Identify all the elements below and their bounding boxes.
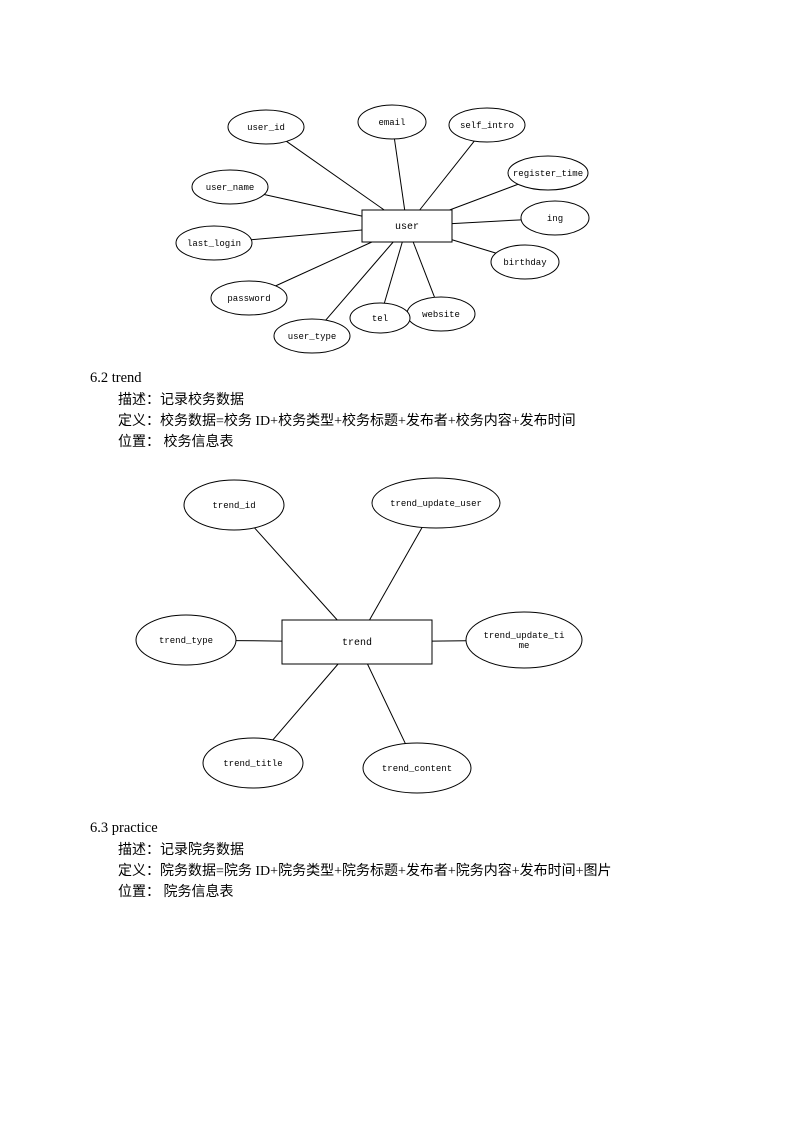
attribute-label: trend_update_user <box>390 499 482 509</box>
attribute-label: email <box>378 118 405 128</box>
page: { "diagram1": { "type": "er-diagram", "e… <box>0 0 793 1122</box>
attribute-label: trend_title <box>223 759 282 769</box>
line-6-2-2: 位置： 校务信息表 <box>118 432 576 453</box>
section-6-3: 6.3 practice 描述：记录院务数据 定义：院务数据=院务 ID+院务类… <box>90 818 612 903</box>
attribute-label: self_intro <box>460 121 514 131</box>
attribute-label: user_name <box>206 183 255 193</box>
attribute-label: register_time <box>513 169 583 179</box>
line-6-2-0: 描述：记录校务数据 <box>118 390 576 411</box>
attribute-label: me <box>519 641 530 651</box>
attribute-label: trend_id <box>212 501 255 511</box>
attribute-label: last_login <box>187 239 241 249</box>
attribute-label: password <box>227 294 270 304</box>
attribute-label: website <box>422 310 460 320</box>
attribute-label: birthday <box>503 258 547 268</box>
line-6-3-2: 位置： 院务信息表 <box>118 882 612 903</box>
attribute-label: trend_update_ti <box>483 631 564 641</box>
entity-label: user <box>395 222 419 233</box>
attribute-label: trend_type <box>159 636 213 646</box>
line-6-3-0: 描述：记录院务数据 <box>118 840 612 861</box>
heading-6-3: 6.3 practice <box>90 818 612 840</box>
attribute-label: tel <box>372 314 388 324</box>
attribute-label: trend_content <box>382 764 452 774</box>
er-diagram-user: user_id email self_intro register_time user_… <box>0 0 793 1122</box>
heading-6-2: 6.2 trend <box>90 368 576 390</box>
attribute-label: user_id <box>247 123 285 133</box>
entity-label: trend <box>342 637 372 649</box>
attribute-label: user_type <box>288 332 337 342</box>
section-6-2: 6.2 trend 描述：记录校务数据 定义：校务数据=校务 ID+校务类型+校… <box>90 368 576 453</box>
line-6-3-1: 定义：院务数据=院务 ID+院务类型+院务标题+发布者+院务内容+发布时间+图片 <box>118 861 612 882</box>
attribute-label: ing <box>547 214 563 224</box>
line-6-2-1: 定义：校务数据=校务 ID+校务类型+校务标题+发布者+校务内容+发布时间 <box>118 411 576 432</box>
